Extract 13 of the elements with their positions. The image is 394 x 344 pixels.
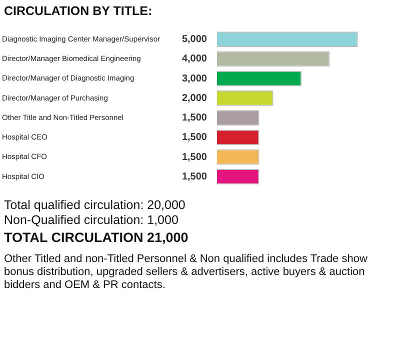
data-label: 1,500 bbox=[182, 112, 208, 124]
data-label: 4,000 bbox=[182, 54, 208, 65]
text: CIRCULATION BY TITLE: bbox=[4, 4, 152, 18]
data-label: 1,500 bbox=[182, 171, 208, 182]
text: TOTAL CIRCULATION 21,000 bbox=[4, 229, 190, 247]
text: Non-Qualified circulation: 1,000 bbox=[4, 213, 180, 228]
data-label: 3,000 bbox=[182, 73, 208, 84]
data-label: 5,000 bbox=[182, 34, 208, 46]
data-label: 2,000 bbox=[182, 92, 208, 104]
data-label: 1,500 bbox=[182, 152, 208, 163]
text: Total qualified circulation: 20,000 bbox=[4, 198, 186, 213]
data-label: 1,500 bbox=[182, 132, 208, 144]
text: Other Titled and non-Titled Personnel & Non qualified includes Trade show bonus distribution, upgraded sellers & advertisers, active buyers & auction bidders and OEM & PR contacts. bbox=[4, 253, 368, 292]
